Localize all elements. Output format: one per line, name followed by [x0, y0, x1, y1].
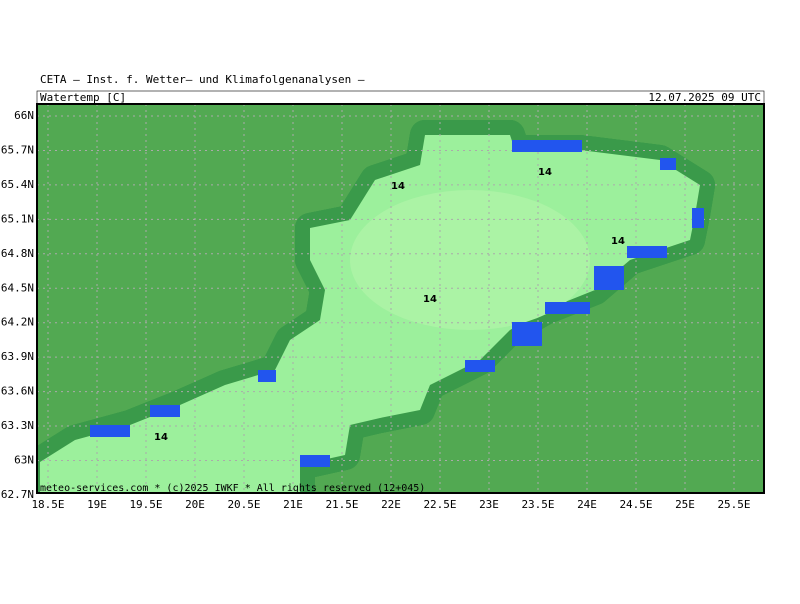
- lon-label: 20E: [185, 498, 205, 511]
- warm-area: [350, 190, 590, 330]
- contour-label: 14: [611, 236, 625, 247]
- footer: meteo-services.com * (c)2025 IWKF * All …: [40, 483, 425, 494]
- lon-label: 25E: [675, 498, 695, 511]
- lat-label: 63N: [14, 454, 34, 467]
- lon-label: 22E: [381, 498, 401, 511]
- header-title: CETA — Inst. f. Wetter— und Klimafolgena…: [40, 73, 365, 86]
- lat-label: 65.4N: [1, 178, 34, 191]
- graticule: [37, 104, 764, 493]
- lon-label: 19E: [87, 498, 107, 511]
- lat-label: 65.1N: [1, 212, 34, 225]
- map: [37, 104, 764, 493]
- valid-time: 12.07.2025 09 UTC: [648, 91, 761, 104]
- lon-label: 24.5E: [619, 498, 652, 511]
- parameter: Watertemp [C]: [40, 91, 126, 104]
- contour-label: 14: [538, 167, 552, 178]
- lat-label: 63.3N: [1, 419, 34, 432]
- lon-label: 25.5E: [717, 498, 750, 511]
- lat-label: 64.5N: [1, 281, 34, 294]
- lat-label: 65.7N: [1, 143, 34, 156]
- lat-label: 63.6N: [1, 385, 34, 398]
- contour-label: 14: [423, 294, 437, 305]
- lon-label: 18.5E: [31, 498, 64, 511]
- lon-label: 21.5E: [325, 498, 358, 511]
- map-frame: [36, 103, 765, 494]
- lon-label: 24E: [577, 498, 597, 511]
- lat-label: 64.2N: [1, 316, 34, 329]
- contour-label: 14: [154, 432, 168, 443]
- lat-label: 63.9N: [1, 350, 34, 363]
- lat-label: 62.7N: [1, 488, 34, 501]
- cold-cells: [90, 140, 704, 467]
- contour-label: 14: [391, 181, 405, 192]
- lon-label: 23E: [479, 498, 499, 511]
- lat-label: 66N: [14, 109, 34, 122]
- lon-label: 19.5E: [129, 498, 162, 511]
- lon-label: 20.5E: [227, 498, 260, 511]
- lat-label: 64.8N: [1, 247, 34, 260]
- lon-label: 22.5E: [423, 498, 456, 511]
- lon-label: 23.5E: [521, 498, 554, 511]
- lon-label: 21E: [283, 498, 303, 511]
